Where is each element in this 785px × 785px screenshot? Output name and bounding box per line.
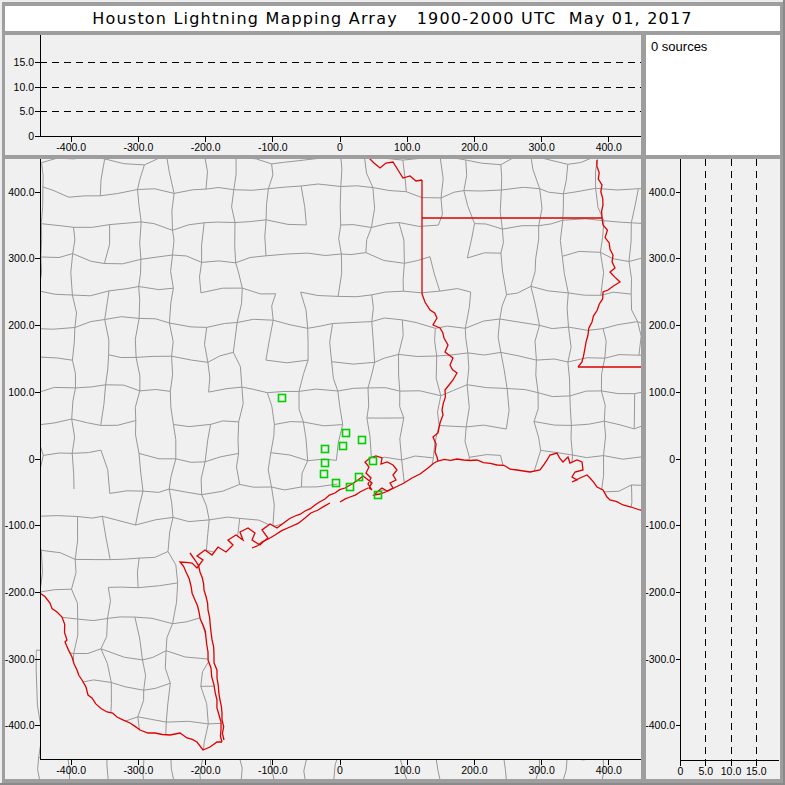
x-tick-label: 200.0 [461, 764, 487, 776]
x-tick-label: 10.0 [721, 765, 742, 777]
x-tick-label: 200.0 [461, 141, 487, 153]
x-tick-label: 5.0 [698, 765, 713, 777]
x-tick-label: 400.0 [596, 764, 622, 776]
y-tick-label: 0 [29, 453, 35, 465]
y-tick-label: -200.0 [646, 586, 675, 598]
x-tick-label: -100.0 [258, 141, 288, 153]
x-tick-label: 0 [337, 141, 343, 153]
x-tick-label: -300.0 [124, 764, 154, 776]
y-tick-label: -100.0 [5, 519, 35, 531]
y-tick-label: 300.0 [8, 252, 34, 264]
x-tick-label: 0 [337, 764, 343, 776]
y-tick-label: -400.0 [5, 719, 35, 731]
y-tick-label: 0 [28, 130, 34, 142]
plan-view-map: 400.0 300.0 200.0 100.0 0 -100.0 -200.0 -300.0 -… [5, 159, 641, 779]
x-tick-label: 100.0 [394, 764, 420, 776]
y-tick-label: -100.0 [646, 519, 675, 531]
y-tick-label: -300.0 [5, 653, 35, 665]
station-marker [279, 395, 286, 402]
y-tick-label: 100.0 [8, 386, 34, 398]
station-marker [322, 446, 329, 453]
state-borders [38, 159, 641, 750]
county-boundaries [36, 159, 641, 779]
station-marker [322, 460, 329, 467]
y-tick-label: 400.0 [649, 186, 675, 198]
station-marker [370, 458, 377, 465]
y-tick-label: -200.0 [5, 586, 35, 598]
altitude-ew-panel: 15.0 10.0 5.0 0 -400.0 -300.0 -200.0 -100.0 0 100… [5, 35, 641, 155]
plan-view-map-panel: 400.0 300.0 200.0 100.0 0 -100.0 -200.0 -300.0 -… [5, 159, 641, 779]
x-tick-label: -200.0 [191, 764, 221, 776]
x-tick-label: -400.0 [56, 141, 86, 153]
altitude-ns-panel: 400.0 300.0 200.0 100.0 0 -100.0 -200.0 -300.0 -… [646, 159, 780, 779]
y-tick-label: 15.0 [14, 56, 35, 68]
y-tick-label: 200.0 [649, 319, 675, 331]
x-tick-label: 300.0 [528, 764, 554, 776]
border-red_river [368, 159, 422, 181]
window-title: Houston Lightning Mapping Array 1900-200… [92, 9, 692, 28]
window-edge-top [0, 0, 785, 2]
y-tick-label: 300.0 [649, 252, 675, 264]
lma-stations [279, 395, 382, 499]
y-tick-label: 100.0 [649, 386, 675, 398]
source-count-panel: 0 sources [646, 35, 780, 155]
altitude-ew-plot: 15.0 10.0 5.0 0 -400.0 -300.0 -200.0 -100.0 0 100… [5, 35, 641, 155]
x-tick-label: -300.0 [124, 141, 154, 153]
x-tick-label: 15.0 [746, 765, 767, 777]
y-tick-label: 0 [669, 453, 675, 465]
station-marker [343, 430, 350, 437]
station-marker [340, 443, 347, 450]
y-tick-label: -400.0 [646, 719, 675, 731]
x-tick-label: 300.0 [528, 141, 554, 153]
station-marker [321, 471, 328, 478]
y-tick-label: 10.0 [14, 81, 35, 93]
y-tick-label: 400.0 [8, 186, 34, 198]
station-marker [359, 437, 366, 444]
border-mississippi_river [578, 160, 620, 367]
x-tick-label: -400.0 [56, 764, 86, 776]
y-tick-label: -300.0 [646, 653, 675, 665]
border-matagorda_island [252, 503, 330, 548]
border-rio_grande [38, 592, 222, 750]
altitude-ns-plot: 400.0 300.0 200.0 100.0 0 -100.0 -200.0 -300.0 -… [646, 159, 780, 779]
x-tick-label: -200.0 [191, 141, 221, 153]
border-sabine_river [422, 294, 457, 461]
x-tick-label: 0 [678, 765, 684, 777]
station-marker [333, 480, 340, 487]
border-gulf_coast [180, 453, 641, 742]
y-tick-label: 5.0 [19, 105, 34, 117]
y-tick-label: 200.0 [8, 319, 34, 331]
x-tick-label: 400.0 [596, 141, 622, 153]
source-count-label: 0 sources [651, 39, 780, 54]
x-tick-label: -100.0 [258, 764, 288, 776]
title-bar: Houston Lightning Mapping Array 1900-200… [5, 6, 780, 31]
window-edge-left [0, 0, 2, 785]
x-tick-label: 100.0 [394, 141, 420, 153]
